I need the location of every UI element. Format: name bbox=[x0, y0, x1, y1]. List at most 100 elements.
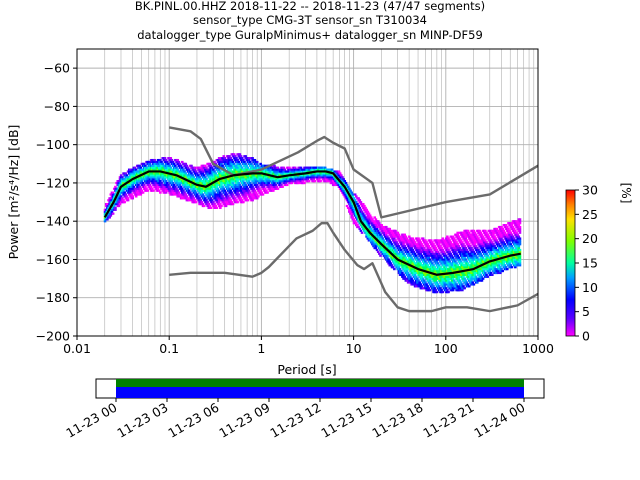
density-cell bbox=[467, 231, 471, 234]
density-cell bbox=[437, 285, 441, 288]
density-cell bbox=[421, 287, 425, 290]
density-cell bbox=[197, 195, 200, 198]
density-cell bbox=[446, 245, 449, 248]
density-cell bbox=[346, 185, 350, 188]
density-cell bbox=[176, 158, 179, 162]
density-cell bbox=[224, 158, 228, 162]
density-cell bbox=[233, 197, 237, 200]
density-cell bbox=[201, 193, 205, 196]
density-cell bbox=[178, 193, 182, 196]
density-cell bbox=[246, 166, 250, 169]
density-cell bbox=[257, 195, 260, 198]
density-cell bbox=[427, 254, 431, 257]
density-cell bbox=[467, 243, 471, 246]
density-cell bbox=[447, 258, 450, 261]
density-cell bbox=[161, 183, 164, 187]
density-cell bbox=[198, 197, 201, 200]
density-cell bbox=[452, 279, 456, 282]
density-cell bbox=[398, 246, 402, 250]
density-cell bbox=[134, 189, 138, 192]
density-cell bbox=[170, 158, 174, 162]
density-cell bbox=[448, 281, 451, 284]
density-cell bbox=[233, 164, 237, 167]
density-cell bbox=[255, 162, 259, 165]
density-cell bbox=[212, 168, 215, 171]
density-cell bbox=[451, 289, 455, 292]
density-cell bbox=[127, 187, 131, 190]
density-cell bbox=[450, 254, 454, 257]
density-cell bbox=[379, 233, 382, 236]
density-cell bbox=[251, 157, 254, 160]
density-cell bbox=[408, 273, 411, 276]
density-cell bbox=[425, 283, 428, 286]
density-cell bbox=[254, 181, 258, 185]
density-cell bbox=[212, 189, 215, 192]
density-cell bbox=[354, 222, 358, 225]
density-cell bbox=[435, 248, 439, 252]
density-cell bbox=[464, 279, 468, 282]
density-cell bbox=[457, 235, 461, 238]
density-cell bbox=[277, 168, 281, 171]
density-cell bbox=[403, 233, 407, 236]
density-cell bbox=[352, 197, 356, 200]
density-cell bbox=[457, 256, 461, 259]
density-cell bbox=[458, 289, 462, 292]
density-cell bbox=[229, 157, 232, 160]
density-cell bbox=[230, 191, 234, 194]
density-cell bbox=[480, 243, 484, 246]
density-cell bbox=[416, 256, 419, 259]
density-cell bbox=[374, 246, 378, 250]
density-cell bbox=[228, 164, 231, 167]
density-cell bbox=[242, 180, 245, 183]
density-cell bbox=[478, 250, 481, 254]
density-cell bbox=[490, 273, 494, 276]
density-cell bbox=[378, 231, 381, 234]
density-cell bbox=[231, 181, 235, 185]
density-cell bbox=[235, 157, 238, 160]
density-cell bbox=[232, 153, 236, 156]
density-cell bbox=[107, 214, 110, 217]
density-cell bbox=[223, 157, 227, 160]
density-cell bbox=[242, 201, 245, 204]
density-cell bbox=[441, 290, 445, 294]
density-cell bbox=[411, 279, 415, 282]
density-cell bbox=[470, 235, 473, 238]
density-cell bbox=[202, 195, 206, 198]
density-cell bbox=[213, 160, 216, 164]
density-cell bbox=[439, 266, 442, 269]
density-cell bbox=[452, 237, 456, 240]
density-cell bbox=[424, 248, 427, 252]
density-cell bbox=[455, 241, 458, 244]
density-cell bbox=[255, 183, 259, 187]
density-cell bbox=[422, 258, 426, 261]
density-cell bbox=[446, 235, 449, 238]
density-cell bbox=[388, 227, 392, 231]
density-cell bbox=[455, 283, 458, 286]
density-cell bbox=[431, 250, 434, 254]
density-cell bbox=[238, 162, 242, 165]
density-cell bbox=[378, 222, 381, 225]
density-cell bbox=[159, 180, 162, 183]
density-cell bbox=[273, 164, 276, 167]
density-cell bbox=[183, 170, 186, 173]
density-cell bbox=[239, 197, 243, 200]
density-cell bbox=[154, 181, 158, 185]
density-cell bbox=[431, 262, 434, 265]
density-cell bbox=[439, 245, 442, 248]
density-cell bbox=[204, 176, 207, 179]
density-cell bbox=[463, 287, 466, 290]
density-cell bbox=[112, 204, 116, 208]
density-cell bbox=[210, 166, 214, 169]
density-cell bbox=[470, 279, 473, 282]
density-cell bbox=[479, 273, 483, 276]
density-cell bbox=[356, 224, 359, 227]
density-cell bbox=[427, 245, 431, 248]
density-cell bbox=[266, 180, 269, 183]
density-cell bbox=[448, 239, 451, 242]
density-cell bbox=[199, 178, 203, 181]
density-cell bbox=[257, 164, 260, 167]
density-cell bbox=[368, 225, 372, 229]
density-cell bbox=[149, 185, 153, 188]
density-cell bbox=[171, 160, 175, 164]
